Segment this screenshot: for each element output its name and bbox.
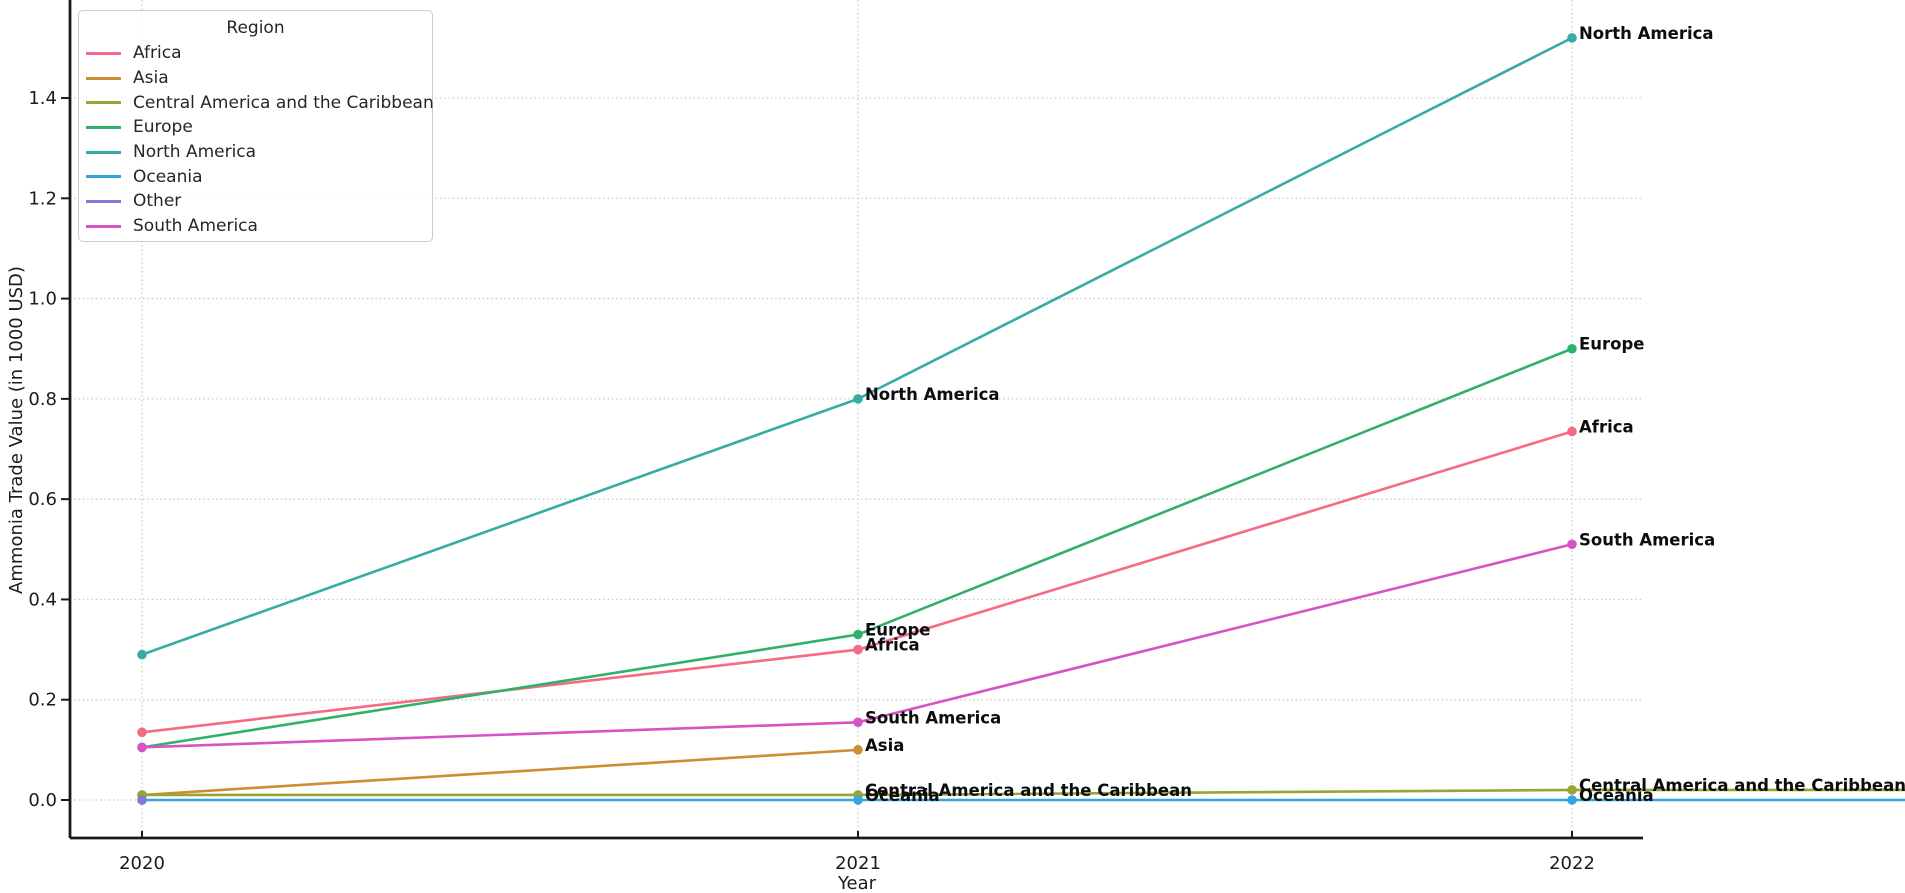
point-label-south-america: South America [865,708,1001,727]
legend-item-north-america: North America [79,140,432,165]
data-point-africa [853,644,863,655]
point-label-africa: Africa [865,636,920,655]
legend-label-other: Other [133,191,182,212]
y-axis-label: Ammonia Trade Value (in 1000 USD) [6,266,27,594]
data-point-other [137,795,147,805]
y-tick-label: 0.0 [28,790,57,811]
legend-item-south-america: South America [79,214,432,239]
legend-label-oceania: Oceania [133,166,203,187]
legend-swatch-south-america [86,224,121,228]
point-label-south-america: South America [1579,530,1715,549]
point-label-asia: Asia [865,736,904,755]
series-lines [137,33,1905,805]
legend-swatch-other [86,199,121,203]
legend-item-asia: Asia [79,66,432,91]
point-label-central-america-and-the-caribbean: Central America and the Caribbean [865,781,1192,800]
x-tick-label: 2021 [835,853,881,874]
point-label-oceania: Oceania [1579,786,1654,805]
y-tick-label: 1.4 [28,88,57,109]
data-point-north-america [137,649,147,660]
legend-swatch-africa [86,51,121,55]
y-tick-label: 0.8 [28,389,57,410]
data-point-europe [853,629,863,640]
series-line-africa [141,430,1573,734]
legend-label-north-america: North America [133,142,257,163]
legend-swatch-oceania [86,175,121,179]
x-tick-label: 2022 [1549,853,1595,874]
y-tick-label: 0.4 [28,589,57,610]
series-line-europe [141,347,1573,749]
legend-swatch-asia [86,76,121,80]
data-point-central-america-and-the-caribbean [1567,785,1577,795]
legend-item-other: Other [79,189,432,214]
y-tick-label: 0.6 [28,489,57,510]
legend-swatch-europe [86,125,121,129]
legend-label-south-america: South America [133,216,258,237]
legend-swatch-central-america-and-the-caribbean [86,101,121,105]
legend-label-central-america-and-the-caribbean: Central America and the Caribbean [133,92,434,113]
series-line-asia [141,748,859,797]
x-axis-label: Year [837,873,877,893]
point-label-africa: Africa [1579,417,1634,436]
point-label-central-america-and-the-caribbean: Central America and the Caribbean [1579,776,1905,795]
legend-item-europe: Europe [79,115,432,140]
data-point-south-america [1567,539,1577,550]
data-point-north-america [853,394,863,404]
data-point-south-america [137,742,147,753]
point-label-north-america: North America [865,385,1000,404]
legend-item-oceania: Oceania [79,164,432,189]
point-label-oceania: Oceania [865,786,940,805]
data-point-asia [853,745,863,755]
y-tick-label: 1.2 [28,188,57,209]
data-point-oceania [853,795,863,805]
data-point-south-america [853,717,863,728]
legend-label-africa: Africa [133,43,182,64]
data-point-africa [137,727,147,738]
legend-item-central-america-and-the-caribbean: Central America and the Caribbean [79,90,434,115]
data-point-africa [1567,426,1577,437]
point-label-europe: Europe [865,621,931,640]
y-tick-label: 1.0 [28,289,57,310]
axes: 0.0 0.2 0.4 0.6 0.8 1.0 1.2 1.4 2020 2021 2022 [28,0,1643,874]
legend-label-asia: Asia [133,68,169,89]
legend-title: Region [226,18,285,38]
data-point-europe [1567,343,1577,354]
legend-swatch-north-america [86,150,121,154]
data-point-oceania [1567,795,1577,805]
legend-items: Africa Asia Central America and the Caribb… [79,41,434,239]
legend-label-europe: Europe [133,117,193,138]
legend: Region Africa Asia Central America and the… [78,10,434,242]
point-label-north-america: North America [1579,24,1714,43]
x-tick-label: 2020 [119,853,165,874]
point-label-europe: Europe [1579,335,1645,354]
y-tick-label: 0.2 [28,690,57,711]
legend-item-africa: Africa [79,41,432,66]
data-point-north-america [1567,33,1577,43]
